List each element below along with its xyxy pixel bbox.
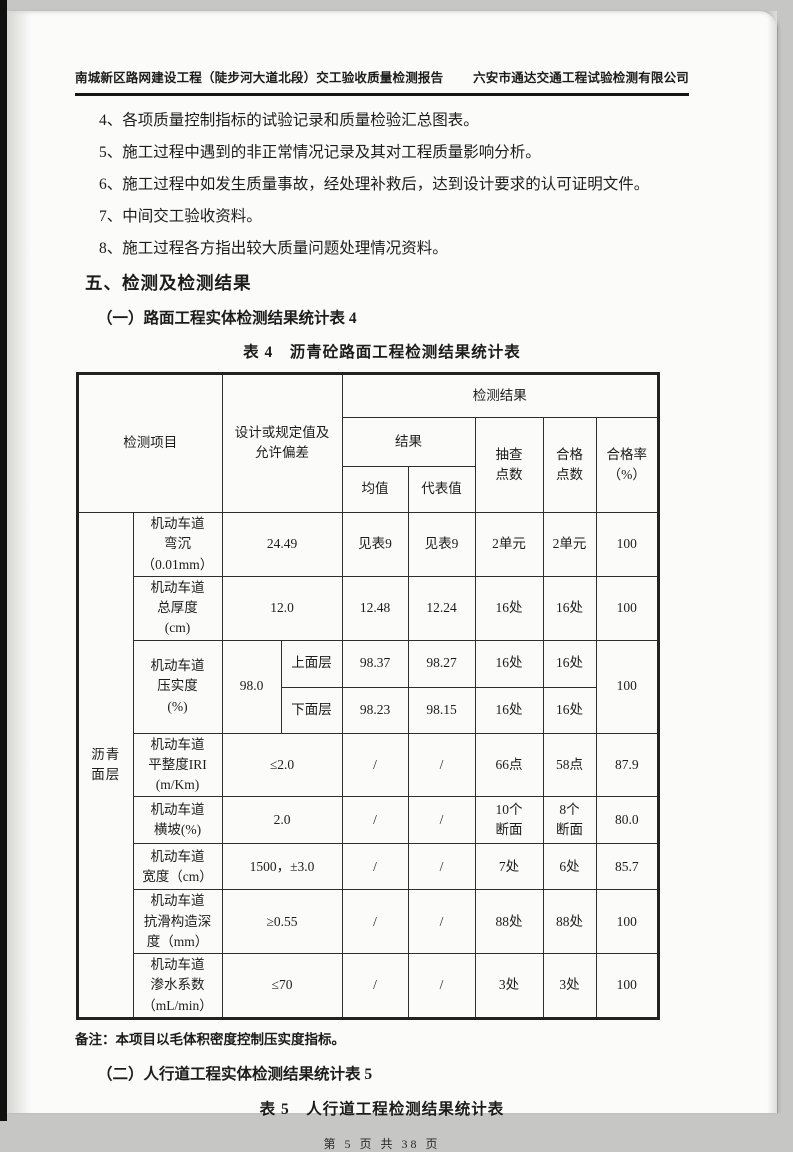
- cell-item: 机动车道 横坡(%): [132, 796, 223, 845]
- header-representative: 代表值: [407, 466, 476, 514]
- header-pass-rate: 合格率 （%）: [595, 417, 659, 514]
- cell-sampled: 10个 断面: [474, 796, 544, 845]
- cell-qualified: 16处: [542, 575, 597, 641]
- header-design-value: 设计或规定值及 允许偏差: [221, 373, 343, 514]
- cell-design: 12.0: [221, 575, 343, 641]
- cell-qualified: 88处: [542, 889, 597, 955]
- table4-note: 备注：本项目以毛体积密度控制压实度指标。: [75, 1031, 345, 1047]
- cell-representative: 98.27: [407, 639, 476, 688]
- cell-group-label: 沥青 面层: [77, 512, 134, 1019]
- cell-representative: 98.15: [407, 686, 476, 734]
- cell-mean: 见表9: [341, 512, 409, 577]
- cell-representative: /: [407, 732, 476, 798]
- cell-design: ≤70: [221, 953, 343, 1019]
- cell-layer: 上面层: [280, 639, 343, 688]
- table4-title: 表 4 沥青砼路面工程检测结果统计表: [243, 343, 521, 361]
- company-name: 六安市通达交通工程试验检测有限公司: [473, 71, 689, 85]
- section-heading: 五、检测及检测结果: [85, 272, 252, 293]
- cell-sampled: 3处: [474, 953, 544, 1019]
- cell-sampled: 16处: [474, 686, 544, 734]
- cell-qualified: 2单元: [542, 512, 597, 577]
- cell-rate: 87.9: [595, 732, 659, 798]
- header-result-sub: 结果: [341, 417, 476, 468]
- cell-layer: 下面层: [280, 686, 343, 734]
- list-item-8: 8、施工过程各方指出较大质量问题处理情况资料。: [99, 239, 448, 257]
- cell-qualified: 16处: [542, 639, 597, 688]
- cell-mean: 98.23: [341, 686, 409, 734]
- document-page: 南城新区路网建设工程（陡步河大道北段）交工验收质量检测报告 六安市通达交通工程试…: [7, 11, 778, 1151]
- cell-mean: /: [341, 889, 409, 955]
- list-item-4: 4、各项质量控制指标的试验记录和质量检验汇总图表。: [99, 112, 479, 129]
- cell-rate: 85.7: [595, 843, 659, 891]
- cell-rate: 100: [595, 512, 659, 577]
- cell-qualified: 3处: [542, 953, 597, 1019]
- table5-title: 表 5 人行道工程检测结果统计表: [259, 1100, 505, 1118]
- header-mean: 均值: [341, 466, 409, 514]
- list-item-5: 5、施工过程中遇到的非正常情况记录及其对工程质量影响分析。: [99, 143, 541, 161]
- subsection-heading-2: （二）人行道工程实体检测结果统计表 5: [97, 1065, 373, 1083]
- cell-sampled: 16处: [474, 639, 544, 688]
- cell-item: 机动车道 压实度 (%): [132, 639, 223, 734]
- page-number: 第 5 页 共 38 页: [323, 1136, 441, 1151]
- cell-rate: 100: [595, 639, 659, 734]
- cell-design: 1500，±3.0: [221, 843, 343, 891]
- cell-qualified: 58点: [542, 732, 597, 798]
- cell-qualified: 6处: [542, 843, 597, 891]
- cell-item: 机动车道 总厚度 (cm): [132, 575, 223, 641]
- cell-rate: 100: [595, 575, 659, 641]
- report-title: 南城新区路网建设工程（陡步河大道北段）交工验收质量检测报告: [75, 71, 444, 85]
- cell-item: 机动车道 宽度（cm）: [132, 843, 223, 891]
- subsection-heading-1: （一）路面工程实体检测结果统计表 4: [97, 309, 357, 327]
- cell-qualified: 8个 断面: [542, 796, 597, 845]
- running-header: 南城新区路网建设工程（陡步河大道北段）交工验收质量检测报告 六安市通达交通工程试…: [75, 67, 689, 96]
- header-item: 检测项目: [77, 373, 223, 514]
- cell-design: ≤2.0: [221, 732, 343, 798]
- cell-design: 2.0: [221, 796, 343, 845]
- cell-sampled: 2单元: [474, 512, 544, 577]
- cell-mean: /: [341, 843, 409, 891]
- cell-representative: /: [407, 953, 476, 1019]
- cell-mean: /: [341, 732, 409, 798]
- cell-design: 98.0: [221, 639, 282, 734]
- cell-design: 24.49: [221, 512, 343, 577]
- cell-item: 机动车道 抗滑构造深 度（mm）: [132, 889, 223, 955]
- page-content: 南城新区路网建设工程（陡步河大道北段）交工验收质量检测报告 六安市通达交通工程试…: [75, 11, 689, 1152]
- cell-item: 机动车道 渗水系数 （mL/min）: [132, 953, 223, 1019]
- cell-sampled: 88处: [474, 889, 544, 955]
- cell-rate: 80.0: [595, 796, 659, 845]
- cell-item: 机动车道 弯沉 （0.01mm）: [132, 512, 223, 577]
- cell-representative: 见表9: [407, 512, 476, 577]
- cell-rate: 100: [595, 889, 659, 955]
- cell-mean: /: [341, 796, 409, 845]
- header-qualified-points: 合格 点数: [542, 417, 597, 514]
- cell-rate: 100: [595, 953, 659, 1019]
- table4: 检测项目 设计或规定值及 允许偏差 检测结果 结果 抽查 点数 合格 点数 合格…: [75, 371, 661, 1020]
- cell-representative: /: [407, 796, 476, 845]
- cell-design: ≥0.55: [221, 889, 343, 955]
- cell-sampled: 16处: [474, 575, 544, 641]
- cell-mean: 12.48: [341, 575, 409, 641]
- cell-item: 机动车道 平整度IRI (m/Km): [132, 732, 223, 798]
- cell-representative: /: [407, 889, 476, 955]
- list-item-7: 7、中间交工验收资料。: [99, 207, 262, 225]
- scanner-edge-strip: [0, 0, 7, 1121]
- header-sampled-points: 抽查 点数: [474, 417, 544, 514]
- list-item-6: 6、施工过程中如发生质量事故，经处理补救后，达到设计要求的认可证明文件。: [99, 175, 650, 193]
- header-result-group: 检测结果: [341, 373, 659, 419]
- cell-representative: 12.24: [407, 575, 476, 641]
- cell-sampled: 66点: [474, 732, 544, 798]
- cell-mean: 98.37: [341, 639, 409, 688]
- cell-mean: /: [341, 953, 409, 1019]
- cell-sampled: 7处: [474, 843, 544, 891]
- cell-representative: /: [407, 843, 476, 891]
- cell-qualified: 16处: [542, 686, 597, 734]
